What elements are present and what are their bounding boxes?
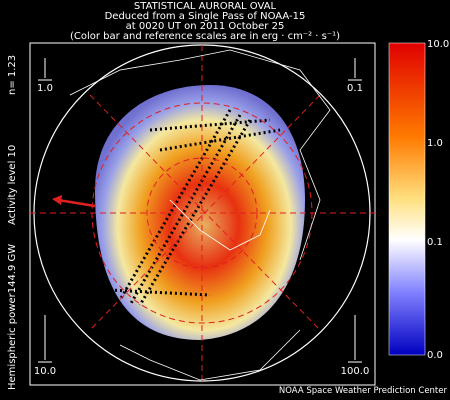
color-bar: [388, 42, 426, 356]
title: STATISTICAL AURORAL OVAL Deduced from a …: [70, 1, 340, 42]
reference-scales: [38, 58, 362, 363]
scale-label: 100.0: [341, 366, 370, 377]
title-line: STATISTICAL AURORAL OVAL: [134, 1, 277, 12]
activity-level: Activity level 10: [7, 145, 18, 225]
scale-label: 0.1: [347, 83, 363, 94]
scale-label: 10.0: [34, 366, 56, 377]
title-line: (Color bar and reference scales are in e…: [70, 31, 340, 42]
sun-direction-arrow: [57, 198, 96, 208]
side-info: Hemispheric power144.9 GW Activity level…: [7, 55, 18, 390]
satellite-swath: [109, 109, 281, 306]
title-line: at 0020 UT on 2011 October 25: [126, 21, 285, 32]
credit: NOAA Space Weather Prediction Center: [279, 386, 448, 396]
color-bar-label: 0.1: [427, 237, 443, 248]
title-line: Deduced from a Single Pass of NOAA-15: [105, 11, 306, 22]
color-bar-label: 0.0: [427, 350, 443, 361]
color-bar-label: 10.0: [427, 39, 449, 50]
n-value: n= 1.23: [7, 55, 18, 95]
grid-lines: [30, 45, 375, 381]
frame: [29, 42, 376, 386]
coastlines: [69, 49, 331, 381]
color-bar-label: 1.0: [427, 138, 443, 149]
scale-label: 1.0: [37, 83, 53, 94]
arrow-head: [52, 195, 62, 205]
hemispheric-power: Hemispheric power144.9 GW: [7, 244, 18, 390]
